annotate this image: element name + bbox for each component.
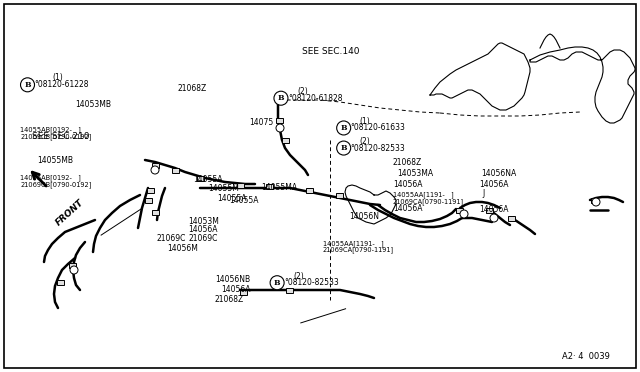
- Text: 21068Z: 21068Z: [214, 295, 244, 304]
- Text: 14056NB: 14056NB: [216, 275, 251, 284]
- Text: 14055MB: 14055MB: [37, 156, 73, 165]
- Circle shape: [276, 124, 284, 132]
- Text: 14056M: 14056M: [168, 244, 198, 253]
- Text: °08120-61228: °08120-61228: [35, 80, 89, 89]
- Circle shape: [270, 276, 284, 290]
- Circle shape: [151, 166, 159, 174]
- Text: 14055AA[1191-   ]: 14055AA[1191- ]: [393, 192, 454, 198]
- Bar: [152, 209, 159, 215]
- Bar: [307, 187, 314, 192]
- Text: SEE SEC.210: SEE SEC.210: [32, 132, 90, 141]
- Text: 14053M: 14053M: [188, 217, 219, 226]
- Bar: [337, 192, 344, 198]
- Circle shape: [337, 141, 351, 155]
- Text: B: B: [274, 279, 280, 287]
- Text: 21069C: 21069C: [157, 234, 186, 243]
- Text: B: B: [24, 81, 31, 89]
- Circle shape: [70, 266, 78, 274]
- Bar: [237, 183, 243, 187]
- Bar: [56, 279, 63, 285]
- Circle shape: [337, 121, 351, 135]
- Text: SEE SEC.140: SEE SEC.140: [302, 47, 360, 56]
- Bar: [591, 198, 598, 202]
- Text: 14055AB[0192-   ]: 14055AB[0192- ]: [20, 174, 81, 181]
- Text: (2): (2): [360, 137, 371, 146]
- Bar: [68, 263, 76, 267]
- Bar: [509, 215, 515, 221]
- Text: 21069CB[0790-0192]: 21069CB[0790-0192]: [20, 133, 92, 140]
- Text: 14055AA[1191-   ]: 14055AA[1191- ]: [323, 240, 383, 247]
- Text: 14056A: 14056A: [393, 204, 422, 213]
- Bar: [266, 183, 273, 189]
- Text: 14055A: 14055A: [193, 175, 223, 184]
- Text: 14075: 14075: [250, 118, 274, 126]
- Bar: [282, 138, 289, 142]
- Text: (2): (2): [297, 87, 308, 96]
- Text: 14055MA: 14055MA: [261, 183, 297, 192]
- Text: 21069CA[0790-1191]: 21069CA[0790-1191]: [393, 198, 464, 205]
- Bar: [152, 163, 159, 167]
- Text: °08120-61633: °08120-61633: [351, 124, 406, 132]
- Text: °08120-61828: °08120-61828: [288, 94, 342, 103]
- Text: (1): (1): [360, 117, 371, 126]
- Text: 21068Z: 21068Z: [393, 158, 422, 167]
- Text: 14056A: 14056A: [188, 225, 218, 234]
- Text: 21069CB[0790-0192]: 21069CB[0790-0192]: [20, 181, 92, 188]
- Bar: [287, 288, 294, 292]
- Bar: [147, 187, 154, 192]
- Text: °08120-82533: °08120-82533: [284, 278, 339, 287]
- Circle shape: [460, 210, 468, 218]
- Text: J: J: [483, 189, 485, 198]
- Text: °08120-82533: °08120-82533: [351, 144, 406, 153]
- Text: 21068Z: 21068Z: [178, 84, 207, 93]
- Bar: [239, 289, 246, 295]
- Text: 14053MA: 14053MA: [397, 169, 433, 178]
- Text: 14056A: 14056A: [479, 180, 508, 189]
- Text: 14055A: 14055A: [218, 194, 247, 203]
- Text: 14056A: 14056A: [479, 205, 508, 214]
- Bar: [486, 208, 493, 212]
- Text: 21069C: 21069C: [188, 234, 218, 243]
- Text: 14053MB: 14053MB: [76, 100, 111, 109]
- Bar: [456, 208, 463, 212]
- Text: 14056N: 14056N: [349, 212, 379, 221]
- Text: 14056NA: 14056NA: [481, 169, 516, 178]
- Circle shape: [20, 78, 35, 92]
- Text: 21069CA[0790-1191]: 21069CA[0790-1191]: [323, 247, 394, 253]
- Bar: [145, 198, 152, 202]
- Bar: [196, 176, 204, 180]
- Text: 14056A: 14056A: [393, 180, 422, 189]
- Circle shape: [274, 91, 288, 105]
- Text: (1): (1): [52, 73, 63, 82]
- Bar: [172, 167, 179, 173]
- Text: 14056A: 14056A: [221, 285, 250, 294]
- Text: FRONT: FRONT: [54, 198, 86, 228]
- Text: B: B: [340, 144, 347, 152]
- Text: B: B: [278, 94, 284, 102]
- Text: 14055AB[0192-   ]: 14055AB[0192- ]: [20, 126, 81, 133]
- Circle shape: [592, 198, 600, 206]
- Text: 14055A: 14055A: [229, 196, 259, 205]
- Text: (2): (2): [293, 272, 304, 280]
- Circle shape: [490, 214, 498, 222]
- Text: 14055M: 14055M: [209, 185, 239, 193]
- Text: A2· 4  0039: A2· 4 0039: [562, 352, 610, 361]
- Bar: [276, 118, 284, 122]
- Text: B: B: [340, 124, 347, 132]
